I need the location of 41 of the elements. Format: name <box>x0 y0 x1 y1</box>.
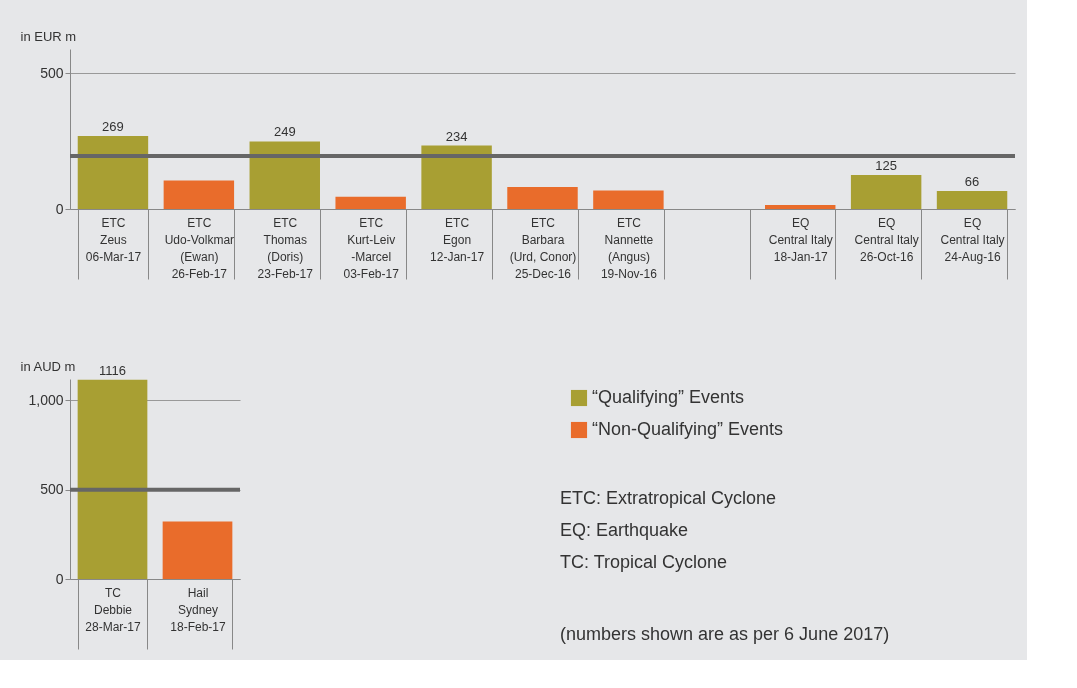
legend-label: “Qualifying” Events <box>592 387 745 407</box>
x-tick-label: ETC Thomas (Doris) 23-Feb-17 <box>257 215 314 281</box>
x-tick-label: Hail Sydney 18-Feb-17 <box>170 585 226 634</box>
bar <box>850 175 922 209</box>
text: TC: Tropical Cyclone <box>560 552 728 572</box>
bar <box>507 187 578 209</box>
data-label: 269 <box>102 119 124 135</box>
y-tick-label: 500 <box>40 64 64 81</box>
data-label: 249 <box>273 124 296 140</box>
x-tick-label: TC Debbie 28-Mar-17 <box>85 585 141 634</box>
x-tick-label: ETC Egon 12-Jan-17 <box>430 215 485 264</box>
y-axis-title: in EUR m <box>20 28 77 44</box>
data-label: 1116 <box>99 362 126 378</box>
x-tick-label: EQ Central Italy 24-Aug-16 <box>940 215 1005 264</box>
bar <box>163 180 235 209</box>
data-label: 125 <box>875 158 897 174</box>
text: (numbers shown are as per 6 June 2017) <box>560 624 890 644</box>
bar <box>593 190 664 209</box>
bar <box>421 145 492 209</box>
bar <box>249 141 320 209</box>
x-tick-label: EQ Central Italy 18-Jan-17 <box>768 215 833 264</box>
y-tick-label: 0 <box>55 570 64 587</box>
x-tick-label: ETC Kurt-Leiv -Marcel 03-Feb-17 <box>343 215 400 281</box>
y-axis-title: in AUD m <box>20 358 76 374</box>
y-tick-label: 0 <box>55 200 64 217</box>
bar <box>77 136 149 209</box>
y-tick-label: 1,000 <box>28 391 64 408</box>
x-tick-label: ETC Zeus 06-Mar-17 <box>85 215 142 264</box>
x-tick-label: ETC Barbara (Urd, Conor) 25-Dec-16 <box>509 215 577 281</box>
x-tick-label: ETC Udo-Volkmar (Ewan) 26-Feb-17 <box>164 215 235 281</box>
x-tick-label: EQ Central Italy 26-Oct-16 <box>854 215 919 264</box>
bar <box>936 191 1008 209</box>
data-label: 66 <box>964 174 980 190</box>
bar <box>765 204 836 209</box>
text: EQ: Earthquake <box>560 520 689 540</box>
legend-label: “Non-Qualifying” Events <box>592 419 784 439</box>
bar <box>335 196 406 209</box>
x-tick-label: ETC Nannette (Angus) 19-Nov-16 <box>600 215 658 281</box>
text: ETC: Extratropical Cyclone <box>560 488 777 508</box>
y-tick-label: 500 <box>40 481 64 498</box>
data-label: 234 <box>445 128 468 144</box>
